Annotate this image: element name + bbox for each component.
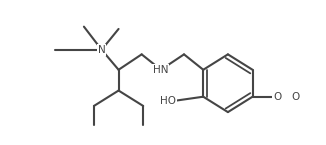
Text: HO: HO — [160, 96, 176, 106]
Text: O: O — [273, 92, 281, 102]
Text: N: N — [98, 45, 106, 55]
Text: HN: HN — [153, 65, 169, 75]
Text: O: O — [291, 92, 299, 102]
